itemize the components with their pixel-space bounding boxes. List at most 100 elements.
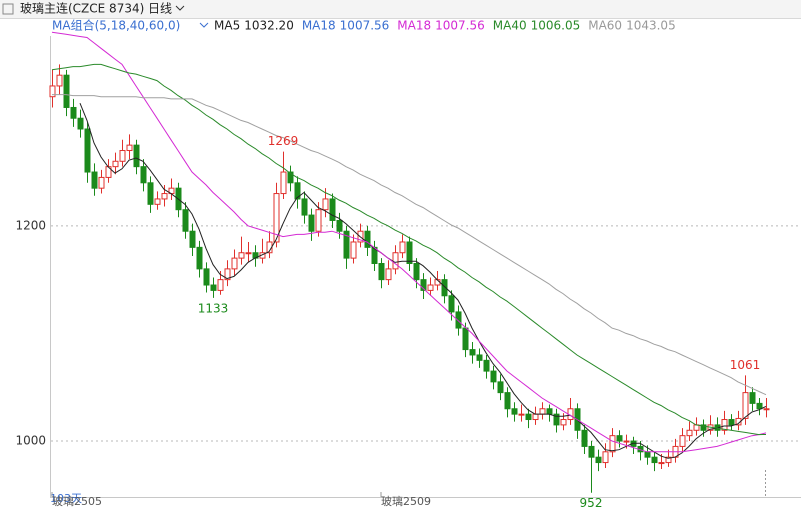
candle-body (546, 408, 553, 415)
legend-name: MA5 (214, 19, 240, 33)
candle-body (518, 413, 525, 416)
candle-body (119, 150, 126, 162)
candle-body (763, 408, 770, 411)
candle-body (70, 106, 77, 119)
price-annotation: 1133 (198, 301, 229, 315)
candle-body (679, 435, 686, 447)
candle-body (84, 128, 91, 173)
price-annotation: 1061 (730, 358, 761, 372)
dropdown-chevron[interactable] (175, 5, 185, 11)
candle-body (595, 456, 602, 464)
candle-body (126, 144, 133, 152)
candle-body (616, 435, 623, 442)
candle-body (455, 311, 462, 329)
indicator-label[interactable]: MA组合(5,18,40,60,0) (52, 18, 180, 33)
candle-body (525, 413, 532, 421)
ma-line (51, 63, 767, 436)
candle-body (553, 413, 560, 426)
legend-value: 1043.05 (626, 19, 676, 33)
candle-body (350, 241, 357, 259)
candle-body (49, 85, 56, 98)
legend-value: 1007.56 (340, 19, 390, 33)
candle-body (749, 392, 756, 404)
candle-body (224, 268, 231, 281)
candle-body (651, 456, 658, 464)
candle-body (77, 117, 84, 130)
candle-body (196, 246, 203, 270)
candle-body (406, 241, 413, 264)
candle-body (700, 424, 707, 431)
ma-line (52, 94, 767, 396)
legend-name: MA18 (302, 19, 336, 33)
candle-body (238, 252, 245, 259)
chart-title: 玻璃主连(CZCE 8734) (20, 1, 144, 16)
count-label: 103天 (50, 492, 82, 505)
candle-body (231, 257, 238, 270)
candle-body (392, 252, 399, 270)
candle-body (511, 408, 518, 415)
candle-body (644, 451, 651, 458)
candle-body (588, 445, 595, 458)
candle-body (721, 419, 728, 431)
x-tick-label: 玻璃2505 (52, 494, 102, 508)
candle-body (63, 74, 70, 108)
candle-body (189, 230, 196, 248)
candle-body (336, 219, 343, 232)
ma-line (79, 103, 767, 459)
candle-body (133, 144, 140, 168)
candle-body (602, 451, 609, 464)
candle-body (399, 241, 406, 254)
candle-body (469, 349, 476, 356)
candle-body (112, 160, 119, 168)
candle-body (280, 171, 287, 195)
legend-name: MA40 (493, 19, 527, 33)
candle-body (427, 284, 434, 291)
legend-value: 1006.05 (531, 19, 581, 33)
candle-body (560, 419, 567, 426)
candle-body (483, 359, 490, 372)
candle-body (217, 279, 224, 291)
indicator-chevron[interactable] (199, 22, 209, 28)
ma-line (51, 31, 767, 453)
candle-body (154, 198, 161, 205)
candle-body (91, 171, 98, 189)
candle-body (308, 214, 315, 232)
candle-body (329, 198, 336, 221)
candle-body (203, 268, 210, 286)
candle-body (441, 279, 448, 297)
candle-body (497, 381, 504, 394)
candle-body (301, 198, 308, 216)
candle-body (378, 263, 385, 281)
candle-body (147, 182, 154, 205)
candle-body (210, 284, 217, 291)
price-annotation: 1269 (268, 134, 299, 148)
legend-name: MA60 (588, 19, 622, 33)
candle-body (287, 171, 294, 184)
x-tick-label: 玻璃2509 (381, 494, 431, 508)
period-selector[interactable]: 日线 (148, 2, 172, 16)
candle-body (364, 230, 371, 248)
y-tick-label: 1000 (15, 434, 46, 448)
legend-value: 1007.56 (435, 19, 485, 33)
candle-body (448, 295, 455, 313)
candle-body (532, 413, 539, 421)
menu-icon[interactable] (2, 3, 14, 15)
candle-body (161, 193, 168, 200)
candle-body (490, 370, 497, 383)
legend-value: 1032.20 (244, 19, 294, 33)
candle-body (98, 176, 105, 189)
legend-name: MA18 (397, 19, 431, 33)
candle-body (623, 440, 630, 443)
candle-body (658, 462, 665, 465)
candle-body (322, 198, 329, 211)
candle-body (273, 193, 280, 243)
candle-body (728, 419, 735, 426)
candle-body (420, 279, 427, 291)
candle-body (385, 268, 392, 281)
candle-body (294, 182, 301, 200)
candle-body (581, 429, 588, 447)
candle-body (609, 435, 616, 453)
candle-body (665, 456, 672, 464)
candle-body (686, 429, 693, 437)
